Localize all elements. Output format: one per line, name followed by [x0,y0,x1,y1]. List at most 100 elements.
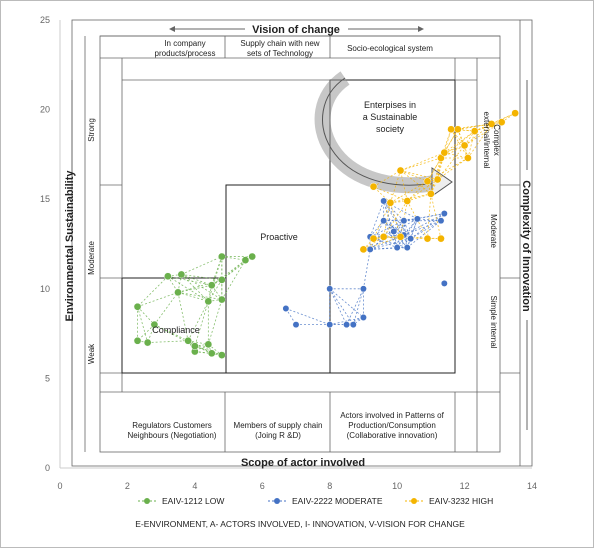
data-point [349,321,357,329]
series-link-line [194,301,209,347]
series-link-line [410,218,418,239]
series-link-line [443,129,459,153]
legend-label: EAIV-1212 LOW [162,496,224,506]
bottom-axis-label: Scope of actor involved [241,457,365,469]
series-link-line [390,202,401,237]
x-tick-label: 4 [192,481,197,491]
right-axis-label: Complexity of Innovation [520,180,532,312]
data-point [207,281,216,290]
series-link-line [400,170,428,182]
series-link-line [491,112,516,125]
bottom-category-label: Members of supply chain [234,421,323,430]
data-point [470,127,479,135]
series-link-line [383,200,408,238]
series-link-line [464,130,476,146]
series-link-line [285,308,297,325]
legend-marker [411,498,417,504]
series-link-line [383,200,405,236]
series-link-line [181,256,222,275]
legend-marker [274,498,280,504]
data-point [386,198,395,207]
series-link-line [369,220,405,250]
series-link-line [406,180,428,202]
x-tick-label: 6 [260,481,265,491]
series-link-line [370,236,408,248]
sustainable-label: society [376,124,405,134]
series-link-line [457,129,465,146]
series-link-line [181,274,212,286]
arrow-head-icon [431,167,453,197]
series-link-line [383,200,398,248]
series-link-line [443,129,452,153]
sustainable-label: a Sustainable [363,112,418,122]
data-point [248,252,257,261]
series-link-line [329,288,364,318]
data-point [326,285,334,293]
x-tick-label: 12 [460,481,470,491]
series-link-line [329,317,364,326]
data-point [150,320,159,329]
top-category-label: Socio-ecological system [347,44,433,53]
series-link-line [329,288,354,325]
bottom-category-label: Regulators Customers [132,421,212,430]
series-link-line [383,202,391,237]
data-point [191,342,199,350]
x-tick-label: 2 [125,481,130,491]
bottom-category-label: Actors involved in Patterns of [340,411,444,420]
series-link-line [393,218,418,232]
bottom-category-label: (Collaborative innovation) [347,431,438,440]
series-link-line [137,306,155,325]
series-link-line [427,193,432,239]
series-link-line [147,340,189,343]
series-link-line [285,308,330,326]
top-category-label: sets of Technology [247,49,313,58]
series-link-line [137,306,149,343]
bottom-category-label: Neighbours (Negotiation) [128,431,217,440]
data-point [427,189,435,198]
series-link-line [363,249,371,289]
series-link-line [346,288,364,325]
legend-label: EAIV-2222 MODERATE [292,496,383,506]
data-point [380,217,388,225]
data-point [407,235,415,243]
left-level-label: Weak [87,343,96,364]
series-link-line [467,131,476,159]
top-axis-label: Vision of change [252,24,340,36]
series-link-line [346,317,364,326]
data-point [164,272,172,281]
left-level-label: Moderate [87,241,96,275]
data-point [487,120,496,128]
right-level-label: external/internal [482,112,491,169]
series-link-line [187,301,209,341]
data-point [447,125,455,134]
data-point [359,314,367,321]
data-point [437,234,445,243]
series-link-line [467,123,492,159]
series-link-line [194,345,222,356]
series-link-line [410,213,445,239]
series-link-line [464,121,502,146]
series-link-line [383,200,405,221]
data-point [184,336,192,345]
legend-marker [144,498,150,504]
series-link-line [444,152,469,159]
series-link-line [137,292,179,308]
top-category-label: Supply chain with new [240,39,319,48]
right-level-label: Moderate [489,214,498,248]
data-point [177,270,186,279]
right-level-label: Complex [492,124,501,156]
series-link-line [329,288,347,325]
series-link-line [406,218,418,248]
data-point [403,197,412,205]
series-link-line [177,292,189,341]
series-link-line [396,218,418,248]
series-link-line [400,170,408,202]
data-point [464,154,472,162]
bottom-category-label: Production/Consumption [348,421,436,430]
left-axis-label: Environmental Sustainability [64,170,76,322]
series-link-line [211,284,223,300]
series-link-line [137,275,169,308]
y-tick-label: 10 [40,284,50,294]
